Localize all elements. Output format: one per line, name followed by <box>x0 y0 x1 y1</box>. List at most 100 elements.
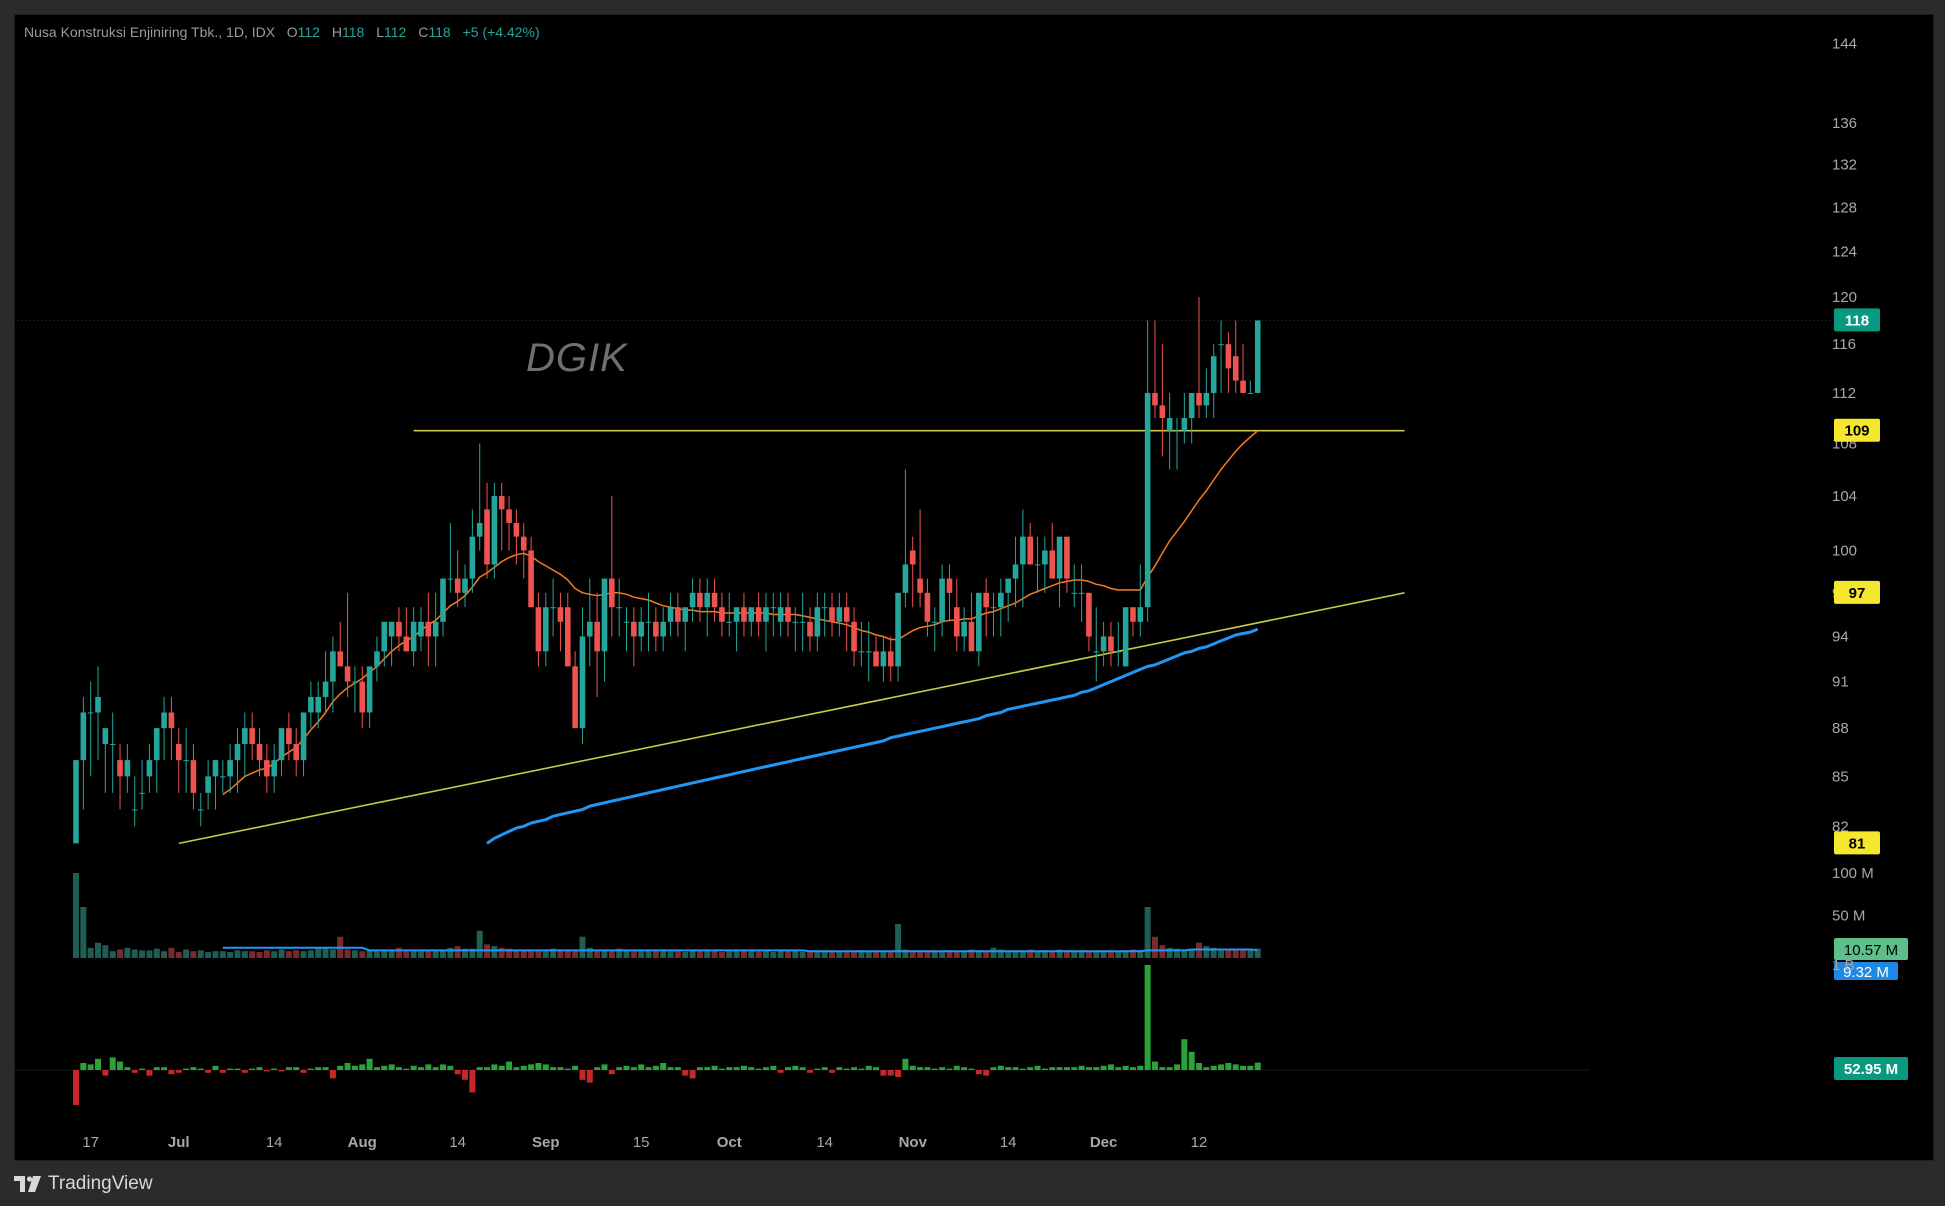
candle-body <box>454 578 461 593</box>
candle-body <box>440 578 446 622</box>
volume-bar <box>740 950 747 958</box>
price-marker-label-bg <box>1834 580 1880 604</box>
volume-bar <box>293 950 300 958</box>
candle-body <box>755 607 762 622</box>
volume-bar <box>1019 950 1026 958</box>
volume-bar <box>73 873 79 958</box>
flow-bar <box>80 1063 87 1070</box>
candle-body <box>799 621 806 623</box>
volume-bar <box>579 936 586 958</box>
volume-average-label: 9.32 M <box>1843 964 1889 981</box>
candle-body <box>117 760 123 777</box>
flow-bar <box>770 1065 777 1070</box>
price-tick-label: 94 <box>1832 628 1849 645</box>
volume-bar <box>909 950 916 958</box>
flow-bar <box>1078 1065 1085 1070</box>
candle-body <box>623 621 630 623</box>
candle-body <box>498 495 505 510</box>
volume-bar <box>1174 948 1180 958</box>
candle-body <box>1130 607 1136 622</box>
volume-bar <box>462 948 469 958</box>
candle-body <box>1225 344 1232 369</box>
flow-bar <box>491 1064 498 1070</box>
time-tick-label: Sep <box>532 1134 560 1151</box>
flow-bar <box>462 1070 469 1080</box>
volume-bar <box>564 951 571 958</box>
flow-bar <box>829 1070 836 1073</box>
time-tick-label: Oct <box>717 1134 742 1151</box>
volume-bar <box>1034 951 1041 958</box>
candle-body <box>741 607 747 622</box>
volume-bar <box>440 949 446 958</box>
volume-bar <box>249 951 256 958</box>
time-tick-label: 14 <box>449 1134 466 1151</box>
candle-body <box>726 621 733 623</box>
volume-bar <box>506 948 513 958</box>
volume-bar <box>572 949 579 958</box>
flow-bar <box>249 1068 256 1070</box>
volume-bar <box>718 952 725 958</box>
candle-body <box>73 760 79 844</box>
flow-bar <box>425 1064 432 1070</box>
flow-bar <box>197 1068 204 1070</box>
volume-bar <box>660 950 667 958</box>
flow-bar <box>718 1068 725 1070</box>
volume-bar <box>770 952 777 958</box>
flow-bar <box>674 1067 681 1070</box>
flow-bar <box>586 1070 593 1083</box>
candle-body <box>131 809 138 811</box>
flow-bar <box>241 1070 248 1073</box>
volume-bar <box>183 949 190 958</box>
volume-bar <box>1071 951 1078 958</box>
price-tick-label: 128 <box>1832 199 1857 216</box>
volume-bar <box>1115 951 1122 958</box>
flow-bar <box>623 1065 630 1070</box>
flow-bar <box>1203 1067 1210 1070</box>
flow-bar <box>983 1070 990 1076</box>
flow-bar <box>1225 1063 1232 1070</box>
flow-bar <box>924 1067 931 1070</box>
candle-body <box>205 776 211 793</box>
candle-body <box>1115 651 1122 653</box>
volume-bar <box>161 951 168 958</box>
flow-bar <box>836 1067 843 1070</box>
flow-bar <box>285 1067 292 1070</box>
flow-bar <box>124 1067 131 1070</box>
volume-bar <box>1085 951 1092 958</box>
flow-bar <box>1122 1065 1129 1070</box>
candle-body <box>1203 392 1210 406</box>
symbol-legend: Nusa Konstruksi Enjiniring Tbk., 1D, IDX… <box>24 24 548 40</box>
flow-bar <box>102 1070 109 1076</box>
volume-bar <box>645 949 652 958</box>
volume-bar <box>1107 951 1114 958</box>
flow-bar <box>351 1065 358 1070</box>
candle-body <box>1137 607 1144 622</box>
volume-last-label-bg <box>1834 938 1908 960</box>
candle-body <box>1188 392 1195 419</box>
flow-bar <box>219 1070 226 1073</box>
volume-tick-label: 50 M <box>1832 908 1865 925</box>
candle-body <box>1005 578 1011 593</box>
flow-bar <box>440 1064 446 1070</box>
volume-bar <box>1129 949 1136 958</box>
volume-bar <box>139 950 146 958</box>
volume-bar <box>895 924 902 958</box>
flow-bar <box>190 1067 197 1070</box>
candle-body <box>80 712 87 761</box>
flow-bar <box>1181 1039 1188 1070</box>
flow-bar <box>417 1067 424 1070</box>
flow-bar <box>638 1064 645 1070</box>
flow-bar <box>131 1070 138 1073</box>
tradingview-logo-icon <box>14 1176 42 1192</box>
volume-bar <box>946 950 953 958</box>
flow-bar <box>1085 1067 1092 1070</box>
price-tick-label: 85 <box>1832 768 1849 785</box>
tradingview-brand[interactable]: TradingView <box>14 1170 153 1198</box>
chart-frame[interactable] <box>14 14 1934 1161</box>
volume-bar <box>917 951 924 958</box>
volume-bar <box>975 950 982 958</box>
candle-body <box>87 712 94 714</box>
candle-body <box>234 744 241 761</box>
flow-bar <box>329 1070 336 1079</box>
